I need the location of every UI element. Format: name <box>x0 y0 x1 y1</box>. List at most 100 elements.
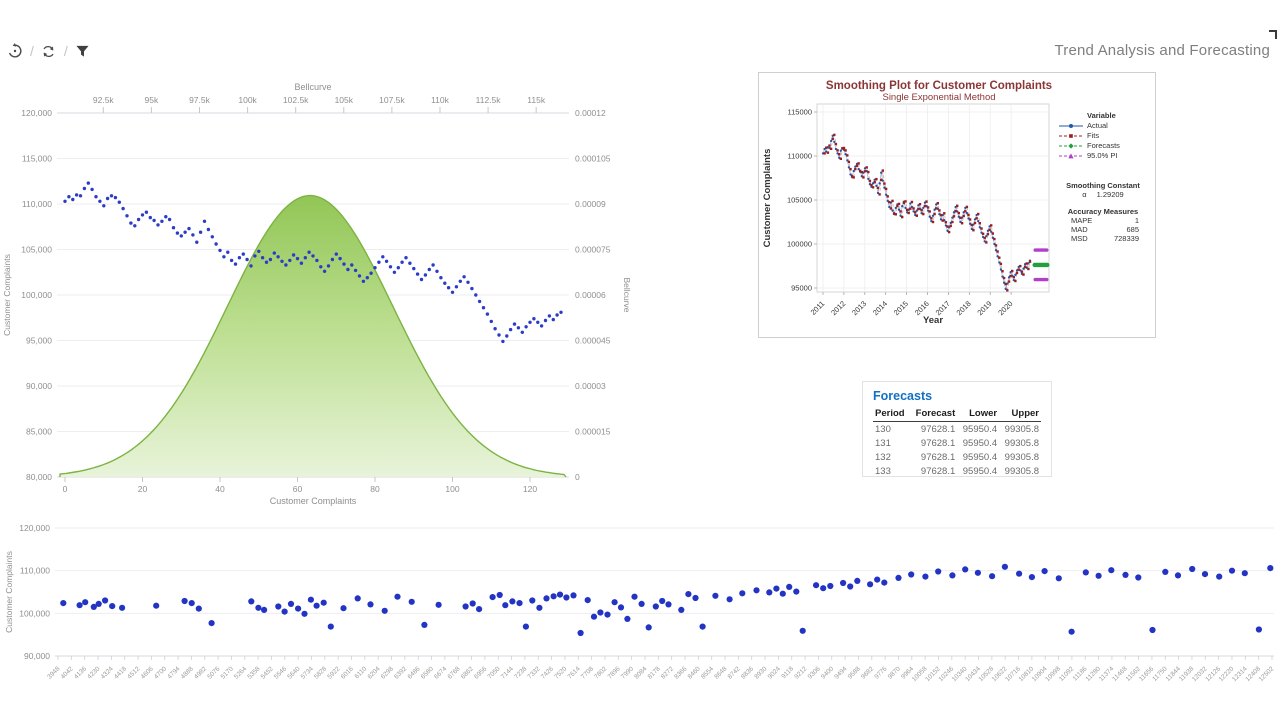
refresh-icon <box>43 45 54 57</box>
svg-text:6862: 6862 <box>460 665 475 680</box>
svg-text:105k: 105k <box>335 95 354 105</box>
legend-item: 95.0% PI <box>1059 151 1120 161</box>
smoothing-legend: Variable Actual Fits Forecasts 95.0% PI <box>1059 111 1120 161</box>
forecasts-cell: 95950.4 <box>962 451 998 463</box>
svg-text:120: 120 <box>523 484 537 494</box>
svg-text:Customer Complaints: Customer Complaints <box>2 254 12 336</box>
forecasts-cell: 95950.4 <box>962 437 998 449</box>
svg-text:7520: 7520 <box>553 665 568 680</box>
forecasts-cell: 97628.1 <box>920 437 956 449</box>
svg-text:5358: 5358 <box>246 665 261 680</box>
filter-button[interactable] <box>74 42 92 60</box>
forecasts-panel: Forecasts Period Forecast Lower Upper 130 97… <box>862 381 1052 477</box>
svg-text:6486: 6486 <box>406 665 421 680</box>
svg-text:3948: 3948 <box>46 665 61 680</box>
svg-text:4512: 4512 <box>126 665 141 680</box>
svg-text:6016: 6016 <box>340 665 355 680</box>
main-chart: 80,000 85,000 90,000 95,000 100,000 105,000 11… <box>2 82 632 506</box>
svg-text:6392: 6392 <box>393 665 408 680</box>
svg-text:6768: 6768 <box>446 665 461 680</box>
svg-text:115k: 115k <box>527 95 546 105</box>
svg-text:2019: 2019 <box>975 299 993 317</box>
svg-text:5640: 5640 <box>286 665 301 680</box>
toolbar-separator: / <box>63 43 68 59</box>
svg-text:6204: 6204 <box>366 665 381 680</box>
svg-text:7802: 7802 <box>593 665 608 680</box>
svg-text:6580: 6580 <box>420 665 435 680</box>
svg-text:7614: 7614 <box>567 665 582 680</box>
svg-text:105000: 105000 <box>787 196 812 205</box>
forecasts-cell: 132 <box>875 451 891 463</box>
legend-item: Fits <box>1059 131 1120 141</box>
svg-text:0.00006: 0.00006 <box>575 290 606 300</box>
smoothing-constant-block: Smoothing Constant α 1.29209 <box>1053 181 1153 199</box>
svg-text:5546: 5546 <box>273 665 288 680</box>
svg-text:Bellcurve: Bellcurve <box>294 82 331 92</box>
svg-text:0.00009: 0.00009 <box>575 199 606 209</box>
svg-text:4606: 4606 <box>140 665 155 680</box>
svg-text:Single Exponential Method: Single Exponential Method <box>882 92 995 103</box>
svg-text:4136: 4136 <box>73 665 88 680</box>
forecasts-table: Period Forecast Lower Upper 130 97628.1 95950… <box>873 407 1041 478</box>
svg-text:9118: 9118 <box>780 665 795 680</box>
accuracy-measures-block: Accuracy Measures MAPE 1 MAD 685 MSD 728339 <box>1053 207 1153 243</box>
svg-text:6674: 6674 <box>433 665 448 680</box>
expand-icon[interactable] <box>1269 30 1277 39</box>
svg-text:97.5k: 97.5k <box>189 95 211 105</box>
svg-text:5264: 5264 <box>233 665 248 680</box>
forecasts-column-header: Lower <box>957 407 1000 422</box>
legend-label: Fits <box>1087 131 1100 140</box>
bottom-scatter-points <box>60 563 1274 637</box>
forecasts-cell: 130 <box>875 423 891 435</box>
svg-text:90,000: 90,000 <box>26 381 52 391</box>
svg-text:107.5k: 107.5k <box>379 95 405 105</box>
forecasts-cell: 97628.1 <box>920 451 956 463</box>
svg-text:80,000: 80,000 <box>26 472 52 482</box>
svg-text:8084: 8084 <box>633 665 648 680</box>
page-title: Trend Analysis and Forecasting <box>1054 42 1270 59</box>
alpha-symbol: α <box>1082 190 1087 199</box>
svg-text:8648: 8648 <box>713 665 728 680</box>
forecasts-cell: 131 <box>875 437 891 449</box>
svg-text:8836: 8836 <box>740 665 755 680</box>
svg-text:2018: 2018 <box>955 299 973 317</box>
svg-text:110,000: 110,000 <box>20 566 50 576</box>
forecasts-column-header: Period <box>873 407 910 422</box>
svg-text:4230: 4230 <box>86 665 101 680</box>
svg-text:7144: 7144 <box>500 665 515 680</box>
legend-item: Forecasts <box>1059 141 1120 151</box>
svg-text:6956: 6956 <box>473 665 488 680</box>
circle-marker-icon <box>1059 124 1083 128</box>
svg-text:100: 100 <box>445 484 459 494</box>
svg-text:2014: 2014 <box>871 299 889 317</box>
svg-text:8460: 8460 <box>687 665 702 680</box>
triangle-marker-icon <box>1059 153 1083 159</box>
svg-text:110000: 110000 <box>788 152 812 161</box>
refresh-button[interactable] <box>40 42 58 60</box>
svg-text:105,000: 105,000 <box>21 245 52 255</box>
svg-text:0.00012: 0.00012 <box>575 108 606 118</box>
reset-button[interactable] <box>6 42 24 60</box>
forecasts-cell: 95950.4 <box>962 423 998 435</box>
svg-text:5828: 5828 <box>313 665 328 680</box>
svg-text:102.5k: 102.5k <box>283 95 309 105</box>
svg-text:4794: 4794 <box>166 665 181 680</box>
svg-text:120,000: 120,000 <box>19 523 50 533</box>
toolbar: / / <box>6 42 92 60</box>
square-marker-icon <box>1059 134 1083 138</box>
forecasts-cell: 133 <box>875 465 891 477</box>
svg-text:Customer Complaints: Customer Complaints <box>4 551 14 633</box>
svg-text:20: 20 <box>138 484 148 494</box>
accuracy-row: MAPE 1 <box>1071 216 1139 225</box>
svg-text:100,000: 100,000 <box>21 290 52 300</box>
svg-text:2013: 2013 <box>850 299 868 317</box>
svg-text:9870: 9870 <box>887 665 902 680</box>
svg-text:100k: 100k <box>238 95 257 105</box>
svg-text:92.5k: 92.5k <box>93 95 115 105</box>
svg-text:8178: 8178 <box>647 665 662 680</box>
svg-text:8554: 8554 <box>700 665 715 680</box>
accuracy-row: MSD 728339 <box>1071 234 1139 243</box>
forecasts-cell: 95950.4 <box>962 465 998 477</box>
forecasts-column-header: Forecast <box>909 407 958 422</box>
svg-text:7238: 7238 <box>513 665 528 680</box>
